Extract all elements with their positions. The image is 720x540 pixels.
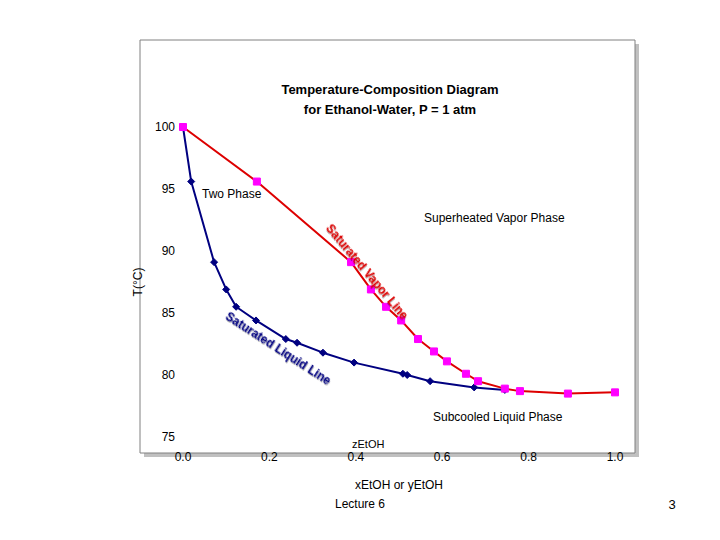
svg-text:Two Phase: Two Phase (202, 187, 262, 201)
svg-text:0.4: 0.4 (347, 450, 364, 464)
svg-text:Superheated Vapor Phase: Superheated Vapor Phase (424, 211, 565, 225)
svg-text:Subcooled Liquid Phase: Subcooled Liquid Phase (433, 410, 563, 424)
svg-text:85: 85 (162, 306, 176, 320)
svg-text:100: 100 (155, 120, 175, 134)
svg-text:T(°C): T(°C) (131, 268, 145, 297)
svg-text:zEtOH: zEtOH (352, 438, 384, 450)
svg-text:1.0: 1.0 (607, 450, 624, 464)
svg-text:0.0: 0.0 (175, 450, 192, 464)
svg-text:90: 90 (162, 244, 176, 258)
svg-text:Saturated Liquid Line: Saturated Liquid Line (223, 309, 334, 388)
svg-text:xEtOH or yEtOH: xEtOH or yEtOH (355, 478, 443, 492)
svg-text:for Ethanol-Water, P = 1 atm: for Ethanol-Water, P = 1 atm (304, 102, 476, 117)
svg-text:0.8: 0.8 (520, 450, 537, 464)
svg-text:Lecture 6: Lecture 6 (335, 497, 385, 511)
svg-text:3: 3 (668, 497, 675, 512)
svg-text:0.6: 0.6 (434, 450, 451, 464)
svg-text:80: 80 (162, 368, 176, 382)
svg-text:75: 75 (162, 430, 176, 444)
svg-text:Saturated Vapor Line: Saturated Vapor Line (323, 221, 411, 322)
svg-text:95: 95 (162, 182, 176, 196)
svg-text:0.2: 0.2 (261, 450, 278, 464)
svg-text:Temperature-Composition Diagra: Temperature-Composition Diagram (281, 82, 498, 97)
